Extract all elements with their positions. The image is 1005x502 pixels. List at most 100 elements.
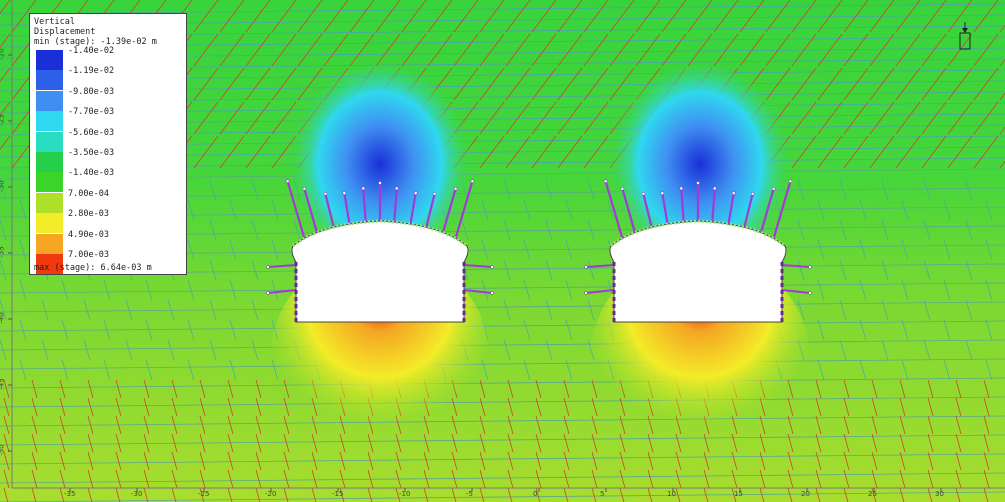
rock-bolt — [604, 180, 625, 242]
rock-bolt — [286, 180, 307, 242]
tunnel-liner-right — [610, 219, 786, 248]
legend-panel[interactable]: Vertical Displacement min (stage): -1.39… — [29, 13, 187, 275]
rock-bolt — [621, 188, 638, 240]
tunnel-liner-left — [292, 219, 468, 248]
rock-bolt — [771, 180, 792, 242]
tunnel-excavation-right[interactable] — [609, 220, 787, 323]
legend-max: max (stage): 6.64e-03 m — [34, 263, 152, 273]
bolt-head — [378, 181, 382, 185]
legend-swatch — [36, 213, 63, 234]
wall-bolt — [267, 289, 297, 294]
legend-label: -9.80e-03 — [68, 86, 115, 97]
bolt-head — [641, 191, 646, 196]
bolt-head — [413, 191, 418, 195]
y-tick-label: -25 — [0, 114, 6, 126]
x-tick-label: -10 — [399, 490, 411, 498]
y-tick-label: -45 — [0, 378, 6, 390]
y-tick-label: -40 — [0, 312, 6, 324]
x-tick-label: -30 — [131, 490, 143, 498]
wall-bolt — [781, 264, 811, 268]
bolt-head — [603, 179, 608, 184]
legend-swatch — [36, 172, 63, 193]
bolt-head — [323, 191, 328, 196]
legend-label: -5.60e-03 — [68, 127, 115, 138]
x-tick-label: -35 — [64, 490, 76, 498]
bolt-head — [584, 265, 588, 269]
x-tick-label: 25 — [868, 490, 877, 498]
bolt-head — [470, 179, 475, 184]
x-tick-label: 5 — [600, 490, 605, 498]
rock-bolt — [440, 188, 457, 240]
x-tick-label: -25 — [198, 490, 210, 498]
legend-label: -3.50e-03 — [68, 148, 115, 158]
legend-label: 4.90e-03 — [68, 229, 109, 240]
y-tick-label: -20 — [0, 48, 6, 60]
x-tick-label: 30 — [935, 490, 944, 498]
axis-ticks — [8, 54, 942, 492]
bolt-head — [750, 191, 755, 196]
bolt-head — [712, 186, 717, 191]
bolt-head — [620, 186, 625, 191]
y-tick-label: -30 — [0, 180, 6, 192]
legend-swatch — [36, 192, 63, 213]
legend-label: -1.40e-02 — [68, 46, 115, 56]
tunnel-excavation-left[interactable] — [291, 220, 469, 323]
legend-swatch — [36, 152, 63, 172]
bolt-head — [266, 265, 270, 269]
wall-bolt — [781, 289, 811, 294]
legend-label: 2.80e-03 — [68, 209, 109, 220]
rock-bolt — [453, 180, 474, 242]
bolt-head — [302, 186, 307, 191]
bolt-head — [731, 191, 736, 195]
rock-bolt — [303, 188, 320, 240]
legend-swatch — [36, 131, 63, 152]
legend-swatch — [36, 70, 63, 91]
bolt-head — [490, 291, 494, 295]
wall-bolt — [463, 289, 493, 294]
x-tick-label: 10 — [667, 490, 676, 498]
y-tick-label: -35 — [0, 246, 6, 258]
legend-label: -1.40e-03 — [68, 168, 115, 179]
bolt-head — [342, 191, 347, 195]
legend-swatch — [36, 111, 63, 132]
legend-min: min (stage): -1.39e-02 m — [34, 37, 157, 47]
bolt-head — [696, 181, 700, 185]
legend-label: -7.70e-03 — [68, 107, 115, 118]
bolt-head — [660, 191, 665, 195]
bolt-head — [771, 186, 776, 191]
rock-bolt — [758, 188, 775, 240]
legend-title: Vertical Displacement — [34, 17, 95, 37]
bolt-head — [584, 291, 588, 295]
legend-label: -1.19e-02 — [68, 66, 115, 77]
legend-swatch — [36, 254, 63, 274]
bolt-head — [788, 179, 793, 184]
wall-bolt — [267, 264, 297, 268]
bolt-head — [679, 186, 684, 191]
x-tick-label: -20 — [265, 490, 277, 498]
bolt-head — [490, 265, 494, 269]
bolt-head — [432, 191, 437, 196]
bolt-head — [808, 265, 812, 269]
legend-swatch — [36, 50, 63, 70]
stage-pin-icon[interactable] — [959, 22, 971, 50]
x-tick-label: -15 — [332, 490, 344, 498]
bolt-head — [361, 186, 366, 191]
bolt-head — [394, 186, 399, 191]
y-tick-label: -50 — [0, 444, 6, 456]
legend-label: 7.00e-03 — [68, 250, 109, 260]
bolt-head — [453, 186, 458, 191]
x-tick-label: 15 — [734, 490, 743, 498]
wall-bolt — [463, 264, 493, 268]
bolt-head — [266, 291, 270, 295]
wall-bolt — [585, 264, 615, 268]
legend-swatch — [36, 90, 63, 111]
wall-bolt — [585, 289, 615, 294]
legend-label: 7.00e-04 — [68, 188, 109, 199]
legend-swatch — [36, 233, 63, 254]
x-tick-label: 0 — [533, 490, 538, 498]
x-tick-label: 20 — [801, 490, 810, 498]
x-tick-label: -5 — [466, 490, 473, 498]
legend-title-line1: Vertical — [34, 17, 75, 27]
bolt-head — [285, 179, 290, 184]
legend-title-line2: Displacement — [34, 27, 96, 37]
